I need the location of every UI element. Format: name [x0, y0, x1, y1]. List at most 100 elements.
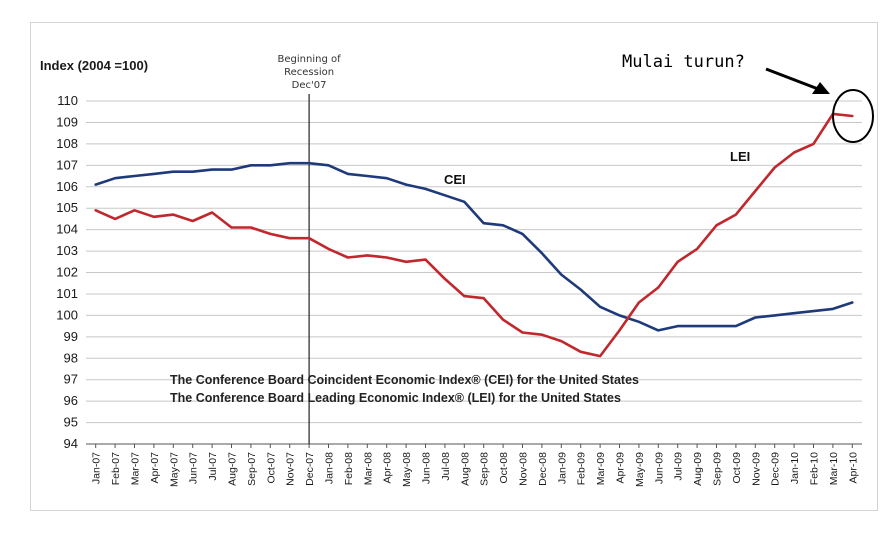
lei-data-point [735, 213, 737, 216]
cei-data-point [754, 316, 757, 319]
cei-data-point [211, 168, 213, 171]
lei-data-point [347, 256, 349, 259]
x-tick-label: Feb-09 [576, 452, 588, 485]
x-tick-label: Oct-08 [498, 452, 510, 484]
cei-data-point [366, 175, 369, 177]
lei-data-point [269, 233, 272, 235]
y-axis-title: Index (2004 =100) [40, 58, 148, 73]
cei-data-point [812, 310, 815, 312]
y-tick-label: 109 [56, 114, 78, 129]
lei-data-point [463, 295, 466, 297]
x-tick-label: Jun-08 [421, 452, 433, 484]
lei-data-point [638, 301, 640, 304]
cei-data-point [405, 183, 407, 186]
x-tick-label: Sep-07 [246, 452, 258, 486]
x-tick-label: Mar-10 [828, 452, 840, 485]
lei-data-point [696, 248, 698, 250]
y-tick-label: 101 [56, 286, 78, 301]
x-tick-label: Apr-08 [382, 452, 394, 484]
cei-data-point [424, 188, 427, 190]
x-tick-label: Oct-07 [265, 452, 277, 484]
y-tick-label: 96 [64, 393, 78, 408]
cei-data-point [638, 321, 640, 323]
cei-data-point [541, 252, 543, 255]
lei-data-point [424, 258, 427, 261]
y-tick-label: 97 [64, 372, 78, 387]
cei-data-point [133, 175, 136, 177]
callout-arrow [765, 67, 830, 94]
y-tick-label: 95 [64, 415, 78, 430]
cei-data-point [327, 164, 330, 167]
cei-data-point [657, 329, 660, 332]
x-tick-label: Mar-07 [130, 452, 142, 485]
x-tick-label: May-08 [401, 452, 413, 487]
x-tick-label: Aug-07 [227, 452, 239, 486]
x-tick-label: Dec-08 [537, 452, 549, 486]
lei-data-point [133, 209, 136, 212]
lei-data-point [754, 190, 757, 192]
y-tick-label: 106 [56, 179, 78, 194]
y-tick-label: 110 [57, 93, 78, 108]
cei-data-point [735, 325, 737, 327]
cei-data-point [463, 200, 466, 203]
lei-data-point [521, 331, 524, 334]
lei-data-point [502, 318, 504, 321]
cei-data-point [250, 164, 252, 167]
cei-data-point [114, 177, 116, 179]
lei-data-point [288, 237, 291, 239]
x-tick-label: Feb-10 [809, 452, 821, 485]
lei-data-point [657, 286, 660, 289]
x-tick-label: Nov-07 [285, 452, 297, 486]
y-tick-label: 103 [56, 243, 78, 258]
x-tick-label: Nov-08 [518, 452, 530, 486]
x-tick-label: Jan-07 [91, 452, 103, 484]
x-tick-label: Mar-08 [362, 452, 374, 485]
lei-data-point [327, 248, 330, 250]
y-tick-label: 99 [64, 329, 78, 344]
lei-data-point [812, 143, 815, 145]
y-tick-label: 104 [56, 222, 78, 237]
lei-data-point [153, 215, 155, 218]
lei-data-point [618, 329, 621, 332]
x-tick-label: Jan-10 [789, 452, 801, 484]
lei-data-point [560, 340, 563, 342]
lei-data-point [250, 226, 252, 229]
lei-data-point [579, 351, 582, 353]
lei-data-point [444, 278, 446, 280]
x-tick-label: Oct-09 [731, 452, 743, 484]
x-tick-label: Jun-07 [188, 452, 200, 484]
x-tick-label: Dec-09 [770, 452, 782, 486]
lei-data-point [385, 256, 388, 259]
cei-data-point [579, 288, 582, 291]
callout-text: Mulai turun? [622, 52, 745, 72]
x-axis-ticks: Jan-07 Feb-07 Mar-07 Apr-07 May-07 Jun-07 Jul-… [91, 444, 859, 487]
lei-data-point [773, 166, 776, 169]
y-tick-label: 105 [56, 200, 78, 215]
cei-data-point [696, 325, 698, 327]
cei-data-point [521, 233, 524, 235]
lei-data-point [541, 333, 543, 336]
lei-data-point [482, 297, 485, 300]
cei-data-point [347, 173, 349, 175]
source-note-cei: The Conference Board Coincident Economic… [170, 373, 639, 387]
cei-data-point [851, 301, 854, 304]
cei-data-point [308, 162, 310, 164]
cei-data-point [793, 312, 795, 315]
cei-data-point [560, 273, 563, 276]
cei-data-point [773, 314, 776, 317]
cei-data-point [191, 170, 194, 173]
cei-data-point [599, 306, 601, 308]
cei-data-point [153, 173, 155, 175]
x-tick-label: Sep-08 [479, 452, 491, 486]
x-tick-label: Apr-10 [847, 452, 859, 484]
series-lines [94, 112, 854, 358]
cei-series-line [94, 161, 854, 332]
y-tick-label: 107 [56, 157, 78, 172]
lei-data-point [308, 237, 310, 239]
callout-circle [832, 89, 874, 143]
cei-data-point [676, 325, 679, 327]
lei-data-point [599, 355, 601, 357]
y-tick-label: 102 [56, 265, 78, 280]
recession-label-line-2: Recession [284, 67, 334, 78]
x-tick-label: Apr-07 [149, 452, 161, 484]
